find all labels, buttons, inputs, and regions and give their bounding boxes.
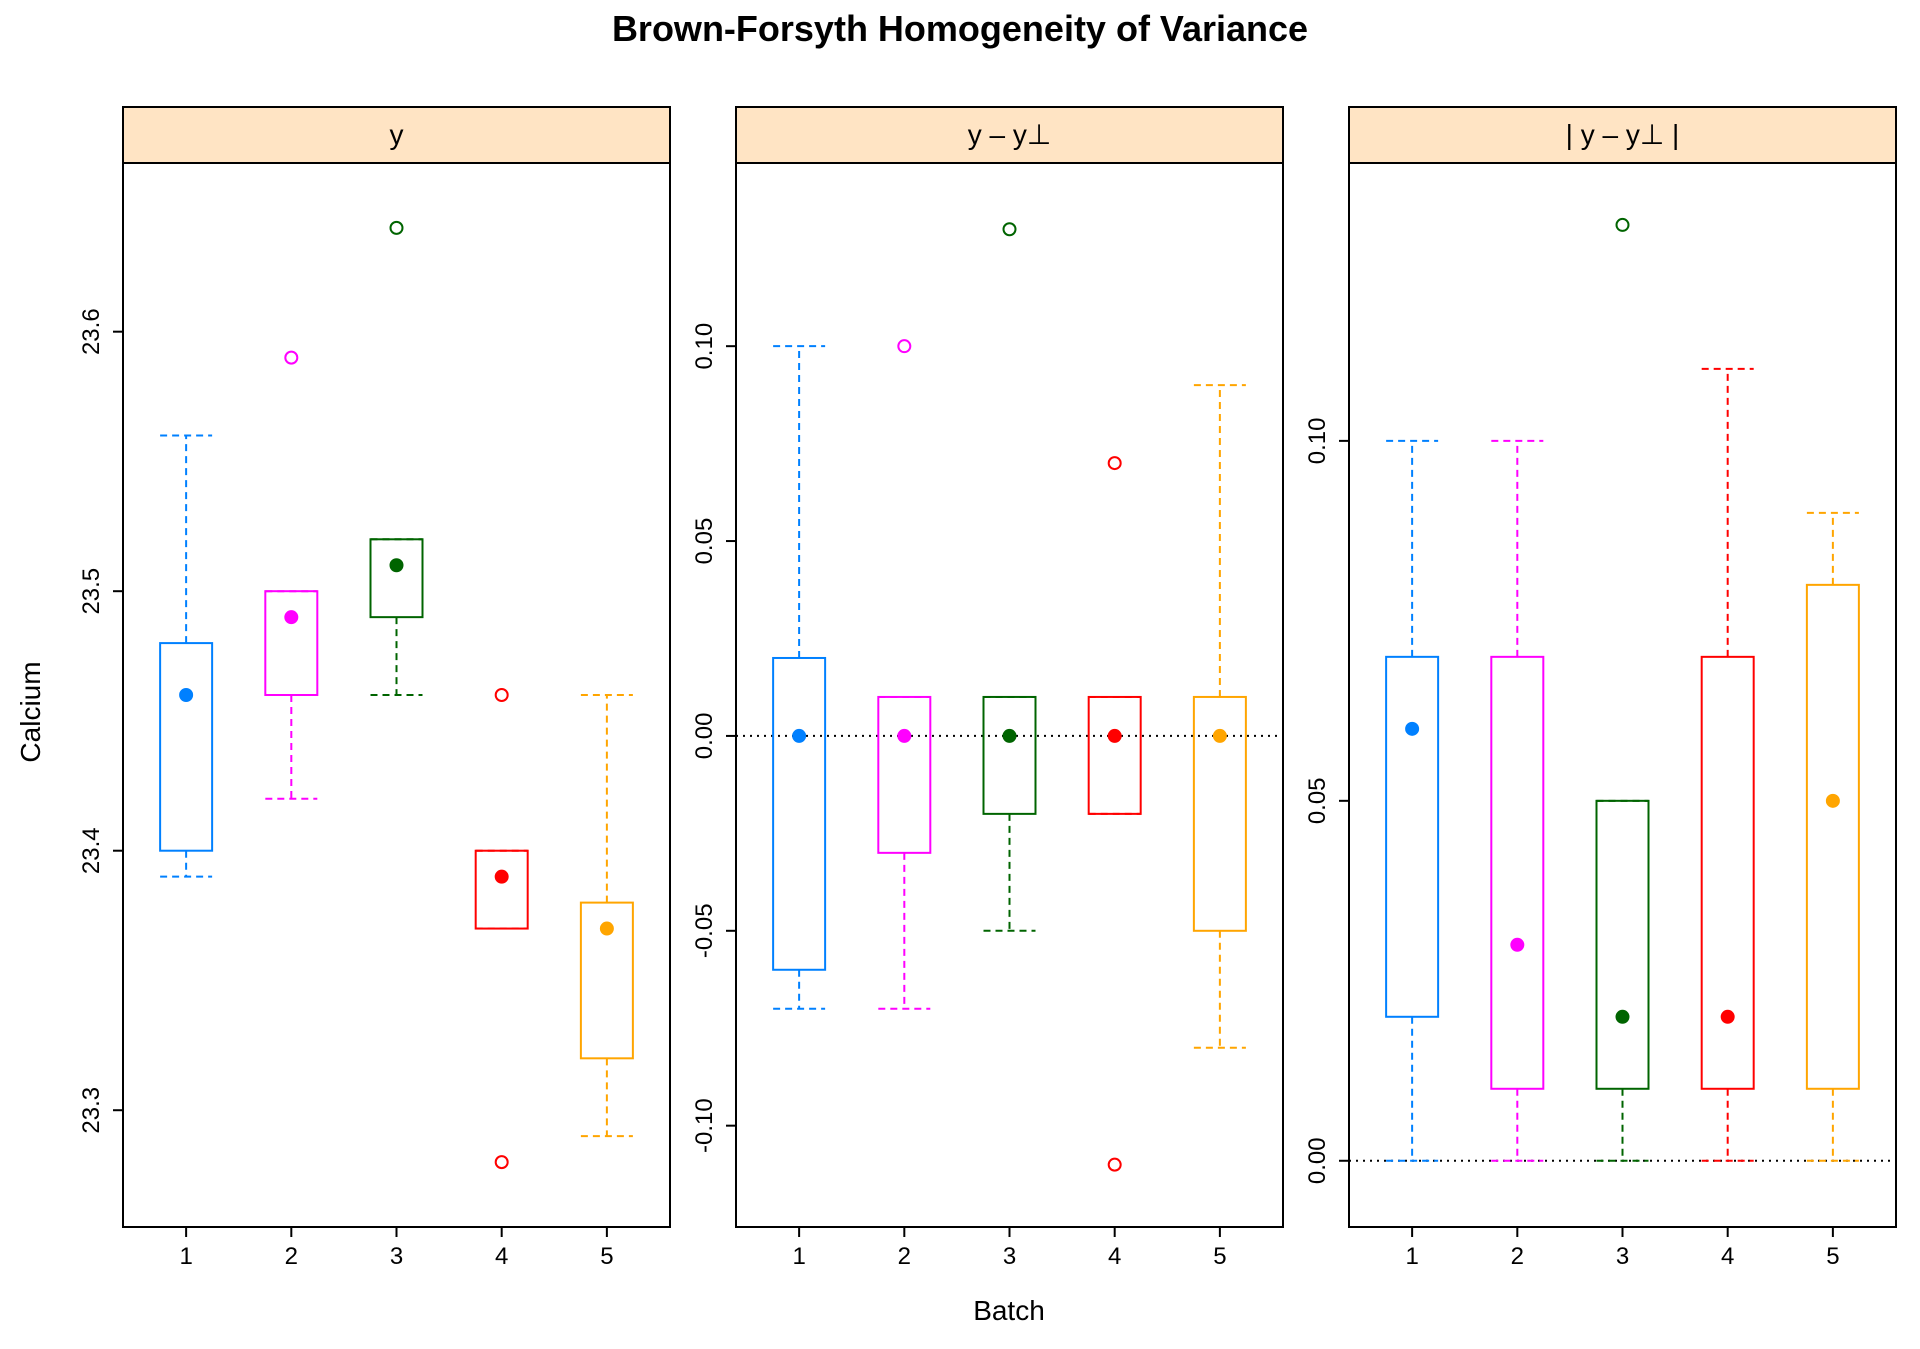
median-point	[1510, 937, 1525, 952]
panel-frame	[735, 162, 1284, 1228]
x-tick-label: 4	[495, 1243, 508, 1270]
x-tick-label: 1	[179, 1243, 192, 1270]
box-iqr	[877, 695, 932, 854]
panel-strip	[122, 106, 671, 164]
median-point	[179, 688, 194, 702]
box-iqr	[1385, 655, 1440, 1018]
median-point	[1405, 721, 1420, 736]
median-point	[389, 558, 404, 573]
box-iqr	[579, 901, 634, 1060]
panel-strip	[735, 106, 1284, 164]
y-tick-label: 0.00	[691, 713, 718, 760]
y-tick-label: 23.3	[78, 1087, 105, 1134]
median-point	[897, 728, 912, 743]
box-iqr	[474, 849, 529, 930]
y-tick-label: 23.4	[78, 827, 105, 874]
chart-title: Brown-Forsyth Homogeneity of Variance	[611, 8, 1309, 49]
outlier-point	[897, 339, 912, 354]
x-tick-label: 5	[1826, 1243, 1839, 1270]
median-point	[1107, 728, 1122, 743]
x-tick-label: 3	[1616, 1243, 1629, 1270]
x-tick-label: 1	[792, 1243, 805, 1270]
box-iqr	[264, 590, 319, 697]
x-tick-label: 3	[1003, 1243, 1016, 1270]
y-axis-label: Calcium	[15, 661, 46, 762]
y-tick-label: 0.10	[1304, 418, 1331, 465]
x-tick-label: 3	[390, 1243, 403, 1270]
x-tick-label: 2	[1511, 1243, 1524, 1270]
median-point	[1212, 728, 1227, 743]
box-iqr	[1595, 799, 1650, 1090]
x-tick-label: 5	[600, 1243, 613, 1270]
y-tick-label: -0.10	[691, 1098, 718, 1153]
outlier-point	[1002, 222, 1017, 237]
y-tick-label: 23.5	[78, 568, 105, 615]
y-tick-label: 0.05	[691, 518, 718, 565]
outlier-point	[494, 1155, 509, 1170]
outlier-point	[389, 220, 404, 235]
y-tick-label: 0.05	[1304, 777, 1331, 824]
y-tick-label: 0.10	[691, 323, 718, 370]
box-iqr	[1192, 695, 1247, 932]
x-tick-label: 1	[1405, 1243, 1418, 1270]
x-tick-label: 4	[1721, 1243, 1734, 1270]
x-tick-label: 5	[1213, 1243, 1226, 1270]
box-iqr	[1805, 583, 1860, 1090]
panel-strip-label: y	[390, 119, 404, 150]
panel-strip-label: y – y⊥	[968, 119, 1052, 150]
x-tick-label: 2	[285, 1243, 298, 1270]
outlier-point	[284, 350, 299, 365]
median-point	[1825, 793, 1840, 808]
x-tick-label: 4	[1108, 1243, 1121, 1270]
y-tick-label: 23.6	[78, 308, 105, 355]
box-iqr	[982, 695, 1037, 815]
median-point	[1720, 1009, 1735, 1024]
median-point	[284, 610, 299, 625]
x-axis-label: Batch	[973, 1295, 1045, 1326]
x-tick-label: 2	[898, 1243, 911, 1270]
box-iqr	[1490, 655, 1545, 1090]
outlier-point	[1107, 1157, 1122, 1172]
panel-frame	[1348, 162, 1897, 1228]
panel-strip-label: | y – y⊥ |	[1566, 119, 1680, 150]
median-point	[1615, 1009, 1630, 1024]
outlier-point	[1107, 456, 1122, 471]
y-tick-label: 0.00	[1304, 1137, 1331, 1184]
median-point	[599, 921, 614, 936]
outlier-point	[494, 688, 509, 702]
median-point	[1002, 728, 1017, 743]
median-point	[494, 869, 509, 884]
panel-strip	[1348, 106, 1897, 164]
box-iqr	[369, 538, 424, 619]
median-point	[792, 728, 807, 743]
box-iqr	[772, 656, 827, 971]
outlier-point	[1615, 217, 1630, 232]
box-iqr	[159, 642, 214, 852]
box-iqr	[1087, 695, 1142, 815]
box-iqr	[1700, 655, 1755, 1090]
y-tick-label: -0.05	[691, 903, 718, 958]
